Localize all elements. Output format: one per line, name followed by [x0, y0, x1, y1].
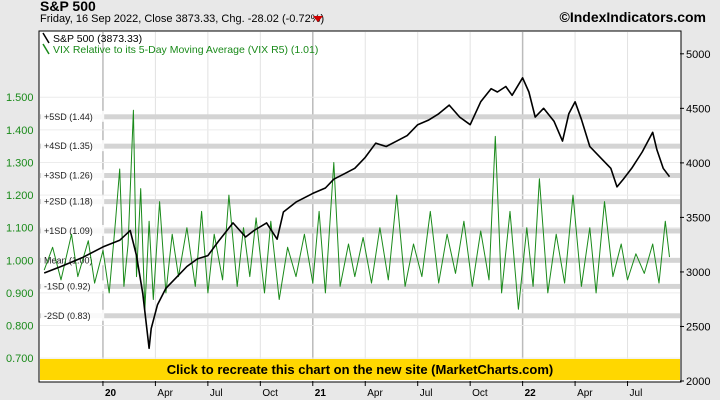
right-tick-label: 4500: [686, 103, 710, 115]
sd-label: +4SD (1.35): [44, 141, 93, 151]
right-tick-label: 2500: [686, 321, 710, 333]
left-tick-label: 0.900: [6, 288, 34, 300]
left-tick-label: 1.400: [6, 125, 34, 137]
chart-subtitle: Friday, 16 Sep 2022, Close 3873.33, Chg.…: [40, 13, 324, 25]
right-tick-label: 2000: [686, 376, 710, 388]
sd-label: +5SD (1.44): [44, 112, 93, 122]
legend-line-vix: [42, 43, 50, 55]
sd-band: [40, 114, 680, 120]
down-arrow-icon: [313, 16, 323, 22]
sd-band: [40, 143, 680, 149]
right-axis: 2000 2500 3000 3500 4000 4500 5000: [680, 49, 710, 388]
legend-line-sp500: [42, 32, 50, 44]
sd-label-bg: [41, 169, 105, 181]
x-tick-label: Apr: [157, 388, 173, 399]
sd-label-bg: [41, 140, 105, 152]
sd-band: [40, 283, 680, 289]
x-tick-label: Apr: [577, 388, 593, 399]
sd-band: [40, 313, 680, 319]
sp500-line: [43, 77, 671, 350]
sd-label: -1SD (0.92): [44, 281, 91, 291]
left-tick-label: 1.500: [6, 92, 34, 104]
x-tick-label: Jul: [210, 388, 223, 399]
x-tick-label: Oct: [262, 388, 278, 399]
sd-bands: +5SD (1.44) +4SD (1.35) +3SD (1.26) +2SD (1…: [40, 110, 680, 321]
recreate-banner[interactable]: [40, 359, 680, 380]
right-tick-label: 3000: [686, 267, 710, 279]
vix-r5-line: [43, 109, 670, 310]
right-tick-label: 5000: [686, 49, 710, 61]
left-tick-label: 1.200: [6, 190, 34, 202]
x-tick-label: Oct: [472, 388, 488, 399]
x-axis: 20 Apr Jul Oct 21 Apr Jul Oct 22 Apr Jul: [102, 381, 643, 399]
sd-label-bg: [41, 195, 105, 207]
x-tick-label: Apr: [367, 388, 383, 399]
left-tick-label: 0.800: [6, 321, 34, 333]
x-tick-label: 22: [525, 388, 537, 399]
chart-title: S&P 500: [40, 0, 96, 14]
right-tick-label: 3500: [686, 212, 710, 224]
sd-label: +1SD (1.09): [44, 226, 93, 236]
left-tick-label: 0.700: [6, 353, 34, 365]
sd-label-bg: [41, 280, 105, 292]
sd-band: [40, 199, 680, 205]
sd-label: +3SD (1.26): [44, 171, 93, 181]
x-tick-label: Jul: [630, 388, 643, 399]
x-tick-label: 21: [315, 388, 327, 399]
left-tick-label: 1.100: [6, 223, 34, 235]
left-tick-label: 1.300: [6, 157, 34, 169]
sd-band: [40, 257, 680, 263]
brand-label: ©IndexIndicators.com: [560, 9, 706, 25]
sd-label: Mean (1.00): [44, 255, 93, 265]
sd-label-bg: [41, 110, 105, 122]
legend: S&P 500 (3873.33) VIX Relative to its 5-…: [42, 32, 318, 56]
sd-band: [40, 173, 680, 179]
series-layer: [43, 77, 671, 350]
sd-label: -2SD (0.83): [44, 311, 91, 321]
sd-band: [40, 228, 680, 234]
sd-label: +2SD (1.18): [44, 197, 93, 207]
legend-label-sp500: S&P 500 (3873.33): [53, 33, 142, 45]
recreate-banner-text[interactable]: Click to recreate this chart on the new …: [167, 362, 554, 377]
sd-label-bg: [41, 254, 105, 266]
sd-label-bg: [41, 224, 105, 236]
right-tick-label: 4000: [686, 158, 710, 170]
sd-label-bg: [41, 309, 105, 321]
x-tick-label: Jul: [420, 388, 433, 399]
left-tick-label: 1.000: [6, 255, 34, 267]
left-axis: 0.700 0.800 0.900 1.000 1.100 1.200 1.300 1.400…: [6, 92, 34, 365]
legend-label-vix: VIX Relative to its 5-Day Moving Average…: [53, 44, 318, 56]
x-tick-label: 20: [105, 388, 117, 399]
